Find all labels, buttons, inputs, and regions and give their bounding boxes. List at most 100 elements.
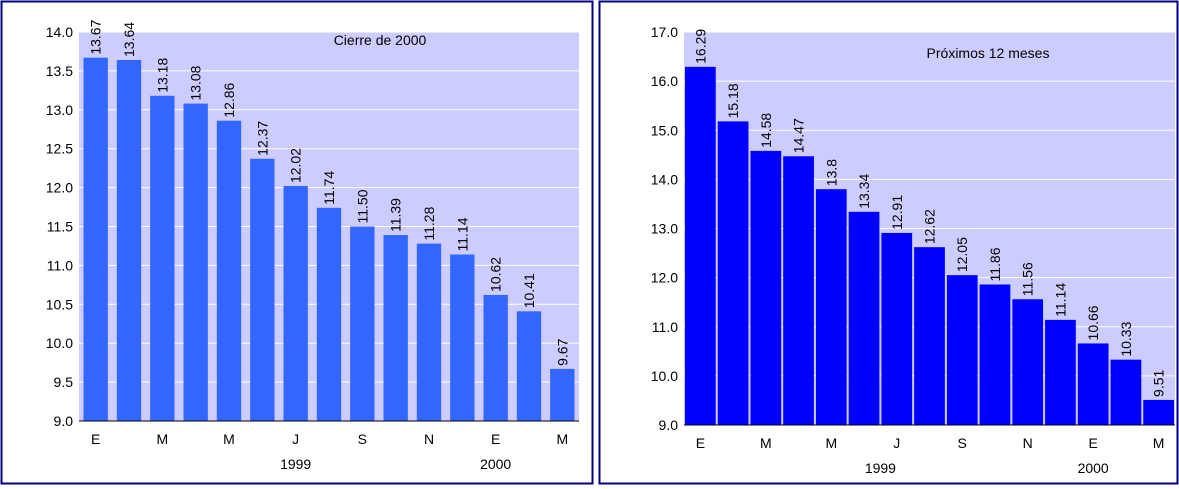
x-tick-label: S xyxy=(958,435,967,451)
bar-value-label: 13.18 xyxy=(154,58,170,93)
year-label: 2000 xyxy=(480,456,511,472)
bar xyxy=(1012,299,1044,425)
bar-value-label: 11.39 xyxy=(388,198,404,232)
x-tick-label: M xyxy=(156,431,168,447)
bar xyxy=(383,235,408,421)
x-tick-label: N xyxy=(424,431,434,447)
x-tick-label: E xyxy=(91,431,100,447)
bar-value-label: 12.91 xyxy=(889,195,905,230)
y-tick-label: 13.0 xyxy=(46,102,73,118)
bar xyxy=(216,120,242,421)
chart-frame xyxy=(0,0,594,485)
bar xyxy=(550,368,575,421)
bar-value-label: 10.33 xyxy=(1118,321,1134,356)
bar-value-label: 11.56 xyxy=(1020,262,1036,296)
x-tick-label: N xyxy=(1023,435,1033,451)
bar xyxy=(150,95,175,422)
y-tick-label: 10.0 xyxy=(651,368,678,384)
bar-value-label: 13.8 xyxy=(823,159,839,186)
bar xyxy=(116,60,142,422)
y-tick-label: 9.5 xyxy=(54,374,74,390)
bar xyxy=(250,158,275,421)
bar-value-label: 11.74 xyxy=(321,171,337,205)
bar xyxy=(946,275,978,425)
bar xyxy=(979,284,1011,425)
bar-value-label: 13.08 xyxy=(188,65,204,100)
bar xyxy=(1110,359,1142,425)
x-tick-label: E xyxy=(1088,435,1097,451)
y-tick-label: 12.0 xyxy=(651,270,678,286)
bar-value-label: 12.86 xyxy=(221,82,237,117)
bar-value-label: 13.34 xyxy=(856,174,872,209)
bar xyxy=(815,189,847,425)
year-label: 2000 xyxy=(1078,460,1109,476)
y-tick-label: 16.0 xyxy=(651,73,678,89)
bar-value-label: 13.67 xyxy=(88,19,104,54)
y-tick-label: 11.5 xyxy=(47,219,73,235)
bar-value-label: 10.66 xyxy=(1085,305,1101,340)
y-tick-label: 9.0 xyxy=(54,413,74,429)
bar-value-label: 11.14 xyxy=(1052,283,1068,317)
y-tick-label: 17.0 xyxy=(651,24,678,40)
bar xyxy=(717,121,749,425)
y-tick-label: 14.0 xyxy=(46,24,73,40)
bar xyxy=(416,243,442,421)
bar xyxy=(450,254,475,421)
bar xyxy=(1077,343,1109,425)
bar xyxy=(483,294,508,421)
y-tick-label: 9.0 xyxy=(659,417,679,433)
bar-value-label: 9.67 xyxy=(554,338,570,365)
bar-value-label: 12.05 xyxy=(954,237,970,272)
bar xyxy=(881,232,913,425)
bar-value-label: 11.28 xyxy=(421,206,437,240)
bar-value-label: 11.14 xyxy=(454,217,470,251)
bar-value-label: 12.62 xyxy=(922,209,938,244)
bar-value-label: 14.47 xyxy=(791,118,807,153)
x-tick-label: M xyxy=(825,435,837,451)
x-tick-label: J xyxy=(893,435,900,451)
bar-value-label: 12.37 xyxy=(254,121,270,156)
bar-value-label: 12.02 xyxy=(288,148,304,183)
x-tick-label: E xyxy=(491,431,500,447)
bar xyxy=(848,211,880,425)
y-tick-label: 14.0 xyxy=(651,171,678,187)
bar xyxy=(183,103,208,422)
bar xyxy=(283,186,308,421)
x-tick-label: J xyxy=(292,431,299,447)
chart-cierre-2000-svg: 9.0 9.5 10.0 10.5 11.0 11.5 12.0 12.5 13.0 13.5 14… xyxy=(0,0,594,485)
x-tick-label: M xyxy=(1153,435,1165,451)
chart-proximos-12-meses: 9.0 10.0 11.0 12.0 13.0 14.0 15.0 16.0 17.0 16.29… xyxy=(598,0,1179,485)
x-tick-label: M xyxy=(760,435,772,451)
bar xyxy=(1045,319,1076,425)
bar xyxy=(516,311,542,421)
y-tick-label: 10.5 xyxy=(46,296,73,312)
y-tick-label: 11.0 xyxy=(47,257,73,273)
bar-value-label: 11.86 xyxy=(987,247,1003,281)
y-tick-label: 13.5 xyxy=(46,63,73,79)
chart-frame xyxy=(598,0,1179,485)
bar xyxy=(685,66,716,425)
y-tick-label: 10.0 xyxy=(46,335,73,351)
bar-value-label: 10.62 xyxy=(488,257,504,292)
year-label: 1999 xyxy=(280,456,311,472)
bar xyxy=(750,150,782,425)
bar-value-label: 13.64 xyxy=(121,22,137,57)
year-label: 1999 xyxy=(865,460,896,476)
bar xyxy=(783,156,814,425)
bar-value-label: 15.18 xyxy=(725,83,741,118)
x-tick-label: M xyxy=(556,431,568,447)
bar-value-label: 16.29 xyxy=(692,29,708,64)
y-tick-label: 12.0 xyxy=(46,180,73,196)
y-tick-label: 15.0 xyxy=(651,122,678,138)
bar-value-label: 9.51 xyxy=(1151,369,1167,396)
chart-proximos-12-meses-svg: 9.0 10.0 11.0 12.0 13.0 14.0 15.0 16.0 17.0 16.29… xyxy=(598,0,1179,485)
x-tick-label: M xyxy=(223,431,235,447)
bar xyxy=(1143,399,1174,425)
x-tick-label: E xyxy=(696,435,705,451)
bar xyxy=(350,226,375,421)
chart-title: Cierre de 2000 xyxy=(334,32,427,48)
bar-value-label: 11.50 xyxy=(354,189,370,223)
bar xyxy=(83,57,108,421)
bar xyxy=(316,207,342,421)
bar-value-label: 10.41 xyxy=(521,273,537,308)
